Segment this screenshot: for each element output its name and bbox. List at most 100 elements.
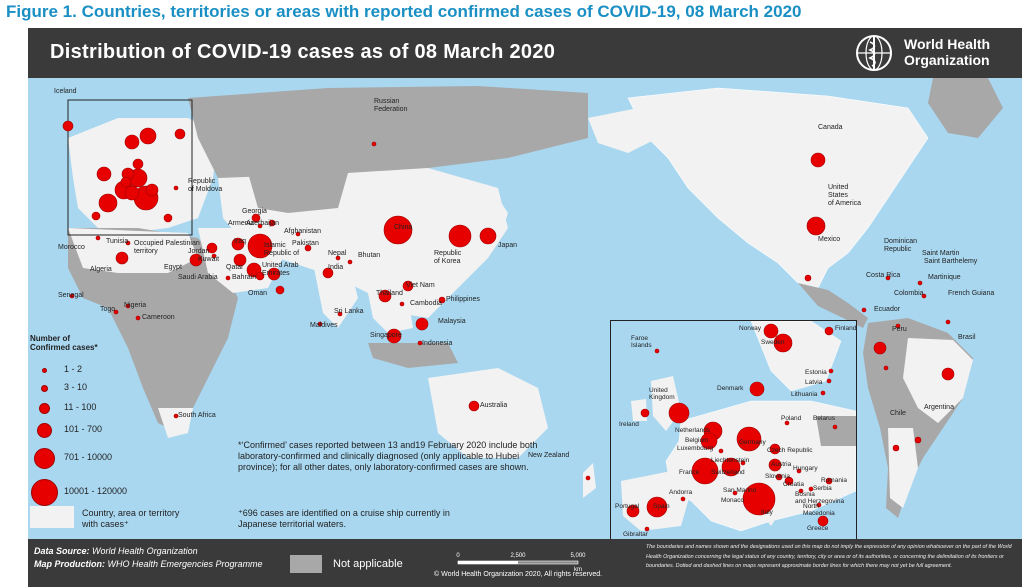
inset-label-monaco: Monaco: [721, 497, 745, 504]
inset-label-portugal: Portugal: [615, 503, 640, 510]
inset-marker-latvia: [826, 378, 832, 384]
legend-dot-5: [34, 448, 55, 469]
marker-peru: [883, 365, 889, 371]
note-confirmed: *‘Confirmed’ cases reported between 13 a…: [238, 440, 538, 472]
label-martinique: Martinique: [928, 274, 961, 281]
marker-bhutan: [347, 259, 353, 265]
land-russia: [188, 86, 588, 178]
legend-dot-1: [42, 368, 47, 373]
inset-label-andorra: Andorra: [669, 489, 693, 496]
label-egypt: Egypt: [164, 264, 182, 271]
legend-dot-2: [41, 385, 48, 392]
legend-label-6: 10001 - 120000: [64, 486, 128, 496]
inset-marker-italy: [742, 482, 776, 516]
inset-label-bosnia: Bosnia and Herzegovina: [795, 491, 845, 505]
marker-indonesia: [417, 340, 423, 346]
marker-saint-martin: [917, 280, 923, 286]
inset-label-finland: Finland: [835, 325, 857, 332]
map-production-label: Map Production: [34, 559, 102, 569]
inset-marker-sweden: [773, 333, 793, 353]
inset-label-france: France: [679, 469, 700, 476]
inset-marker-slovenia: [775, 473, 783, 481]
inset-marker-hungary: [796, 468, 802, 474]
inset-label-romania: Romania: [821, 477, 848, 484]
inset-marker-luxembourg: [718, 448, 724, 454]
map-production-value: WHO Health Emergencies Programme: [107, 559, 263, 569]
scale-tick-2: 5,000: [570, 553, 586, 559]
marker-uk: [96, 166, 112, 182]
marker-india: [322, 267, 334, 279]
label-sri-lanka: Sri Lanka: [334, 308, 364, 315]
land-africa: [68, 228, 238, 433]
inset-marker-uk: [668, 402, 690, 424]
marker-afghanistan: [295, 231, 301, 237]
marker-philippines: [438, 296, 446, 304]
inset-label-latvia: Latvia: [805, 379, 823, 386]
inset-marker-monaco: [732, 490, 738, 496]
marker-nepal: [335, 255, 341, 261]
inset-label-estonia: Estonia: [805, 369, 827, 376]
marker-costa-rica: [861, 307, 867, 313]
marker-senegal: [69, 293, 75, 299]
marker-colombia: [895, 323, 901, 329]
disclaimer: The boundaries and names shown and the d…: [646, 544, 1012, 569]
inset-marker-gibraltar: [644, 526, 650, 532]
case-markers: [62, 120, 955, 481]
marker-portugal: [91, 211, 101, 221]
inset-label-italy: Italy: [761, 509, 773, 516]
inset-land-scandinavia: [750, 321, 842, 392]
inset-marker-faroe: [654, 348, 660, 354]
label-cameroon: Cameroon: [142, 314, 175, 321]
label-iran: Islamic Republic of: [264, 242, 300, 257]
label-costa-rica: Costa Rica: [866, 272, 901, 279]
land-new-zealand: [583, 463, 596, 498]
label-moldova: Republic of Moldova: [188, 178, 223, 193]
inset-label-greece: Greece: [807, 525, 829, 532]
label-nepal: Nepal: [328, 250, 347, 257]
label-maldives: Maldives: [310, 322, 338, 329]
legend-label-5: 701 - 10000: [64, 452, 113, 462]
inset-label-netherlands: Netherlands: [675, 427, 711, 434]
marker-usa: [806, 216, 826, 236]
who-name: World Health Organization: [904, 36, 991, 68]
legend-dot-6: [31, 479, 58, 506]
inset-label-belarus: Belarus: [813, 415, 836, 422]
inset-label-switzerland: Switzerland: [711, 469, 745, 476]
label-tunisia: Tunisia: [106, 238, 129, 245]
inset-label-north-macedonia: North Macedonia: [803, 503, 835, 517]
inset-marker-poland: [784, 420, 790, 426]
label-bhutan: Bhutan: [358, 252, 381, 259]
land-central-asia: [248, 173, 348, 213]
legend-dot-3: [39, 403, 50, 414]
land-greenland: [928, 78, 1003, 138]
label-philippines: Philippines: [446, 296, 480, 303]
europe-focus-box: [67, 99, 193, 236]
swatch-with-cases-label: Country, area or territory with cases⁺: [82, 508, 180, 529]
inset-marker-portugal: [626, 504, 640, 518]
land-south-africa: [158, 408, 193, 438]
label-oman: Oman: [248, 290, 268, 297]
marker-austria: [145, 183, 159, 197]
inset-marker-romania: [825, 477, 833, 485]
marker-nigeria: [125, 303, 131, 309]
copyright: © World Health Organization 2020, All ri…: [434, 571, 603, 578]
scale-unit: km: [574, 567, 582, 573]
marker-spain: [98, 193, 118, 213]
swatch-not-applicable: [290, 555, 322, 573]
map-header: Distribution of COVID-19 cases as of 08 …: [28, 28, 1022, 78]
marker-iran: [247, 233, 273, 259]
note-cruise: ⁺696 cases are identified on a cruise sh…: [238, 508, 450, 529]
marker-japan: [479, 227, 497, 245]
label-australia: Australia: [480, 402, 508, 409]
marker-oman: [275, 285, 285, 295]
map-title: Distribution of COVID-19 cases as of 08 …: [50, 41, 556, 63]
marker-algeria: [115, 251, 129, 265]
inset-label-faroe: Faroe Islands: [631, 335, 652, 349]
marker-cambodia: [399, 301, 405, 307]
inset-label-czech: Czech Republic: [767, 447, 813, 454]
marker-moldova: [173, 185, 179, 191]
inset-marker-croatia: [784, 476, 794, 486]
marker-denmark: [132, 158, 144, 170]
label-cambodia: Cambodia: [410, 300, 442, 307]
legend-title: Number of Confirmed cases*: [30, 334, 98, 352]
